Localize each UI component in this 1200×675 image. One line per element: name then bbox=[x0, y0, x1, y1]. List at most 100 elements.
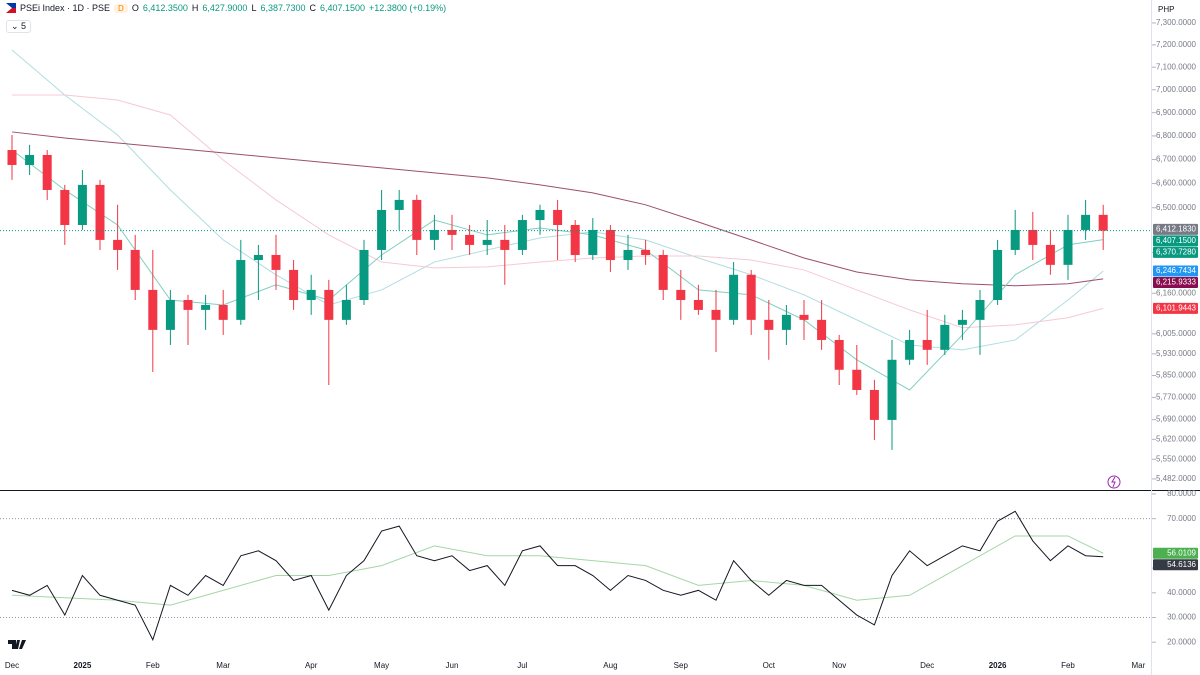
x-tick-label: Mar bbox=[1132, 661, 1146, 670]
x-tick-label: Feb bbox=[1061, 661, 1075, 670]
candle-body bbox=[306, 289, 316, 301]
y-tick-label: 20.0000 bbox=[1167, 637, 1196, 646]
y-tick-label: 5,930.0000 bbox=[1156, 349, 1197, 358]
candle-body bbox=[887, 359, 897, 420]
y-tick-label: 5,770.0000 bbox=[1156, 393, 1197, 402]
candle-body bbox=[1098, 214, 1108, 231]
x-tick-label: Jul bbox=[517, 661, 527, 670]
candle-body bbox=[165, 300, 175, 330]
candle-body bbox=[429, 229, 439, 240]
candle-body bbox=[394, 199, 404, 210]
price-tag-label: 56.0109 bbox=[1167, 548, 1196, 557]
candle-body bbox=[60, 189, 70, 225]
candle-body bbox=[148, 289, 158, 330]
candle-body bbox=[412, 199, 422, 240]
candle-body bbox=[218, 304, 228, 320]
candle-body bbox=[25, 154, 35, 165]
rsi-line bbox=[11, 510, 1104, 642]
candle-body bbox=[359, 249, 369, 301]
moving-average bbox=[12, 94, 1104, 329]
x-tick-label: Apr bbox=[305, 661, 318, 670]
price-tag bbox=[1153, 223, 1198, 235]
candle-body bbox=[42, 154, 52, 190]
candle-body bbox=[77, 184, 87, 225]
candle-body bbox=[975, 300, 985, 320]
candle-body bbox=[271, 254, 281, 270]
y-tick-label: 7,000.0000 bbox=[1156, 85, 1197, 94]
ohlc-label: C bbox=[309, 3, 317, 13]
y-tick-label: 6,700.0000 bbox=[1156, 155, 1197, 164]
y-tick-label: 7,300.0000 bbox=[1156, 18, 1197, 27]
candle-body bbox=[658, 254, 668, 290]
candle-body bbox=[517, 220, 527, 250]
candle-body bbox=[570, 224, 580, 255]
candle-body bbox=[764, 319, 774, 330]
x-tick-label: Aug bbox=[603, 661, 617, 670]
moving-average bbox=[11, 131, 1104, 287]
price-tag bbox=[1153, 265, 1198, 277]
ohlc-value: 6,427.9000 bbox=[202, 3, 248, 13]
interval: 5 bbox=[21, 21, 27, 31]
ohlc-label: H bbox=[191, 3, 199, 13]
candle-body bbox=[993, 249, 1003, 301]
ohlc-label: L bbox=[251, 3, 257, 13]
y-tick-label: 5,620.0000 bbox=[1156, 434, 1197, 443]
candle-body bbox=[834, 339, 844, 370]
candle-body bbox=[201, 304, 211, 310]
candle-body bbox=[588, 229, 598, 255]
y-tick-label: 30.0000 bbox=[1167, 613, 1196, 622]
candle-body bbox=[869, 389, 879, 420]
interval-dropdown[interactable]: ⌄ 5 bbox=[6, 20, 32, 33]
y-tick-label: 6,800.0000 bbox=[1156, 131, 1197, 140]
candle-body bbox=[746, 274, 756, 320]
price-tag bbox=[1153, 246, 1198, 258]
ohlc-value: 6,407.1500 bbox=[320, 3, 366, 13]
candle-body bbox=[1081, 214, 1091, 230]
candle-body bbox=[447, 229, 457, 235]
candle-body bbox=[1045, 244, 1055, 265]
candle-body bbox=[1010, 229, 1020, 250]
lightning-button[interactable] bbox=[1107, 475, 1121, 489]
flag bbox=[6, 3, 16, 13]
candle-body bbox=[1063, 229, 1073, 265]
y-tick-label: 6,900.0000 bbox=[1156, 108, 1197, 117]
price-tag bbox=[1153, 302, 1198, 314]
candle-body bbox=[922, 339, 932, 350]
badge: D bbox=[114, 3, 128, 13]
legend-header: PSEi Index · 1D · PSE D O 6,412.3500 H 6,4… bbox=[6, 3, 446, 13]
x-tick-label: Dec bbox=[920, 661, 934, 670]
price-tag-label: 6,370.7280 bbox=[1156, 248, 1197, 257]
ohlc-value: 6,412.3500 bbox=[142, 3, 188, 13]
y-tick-label: 6,005.0000 bbox=[1156, 329, 1197, 338]
candle-body bbox=[1028, 229, 1038, 245]
candle-body bbox=[130, 249, 140, 290]
price-tag-label: 6,215.9333 bbox=[1156, 278, 1197, 287]
y-tick-label: 6,500.0000 bbox=[1156, 203, 1197, 212]
candle-body bbox=[289, 269, 299, 301]
candle-body bbox=[693, 300, 703, 310]
candle-body bbox=[957, 319, 967, 325]
x-tick-label: Jun bbox=[446, 661, 459, 670]
candle-body bbox=[553, 209, 563, 225]
ohlc-value: 6,387.7300 bbox=[260, 3, 306, 13]
candle-body bbox=[605, 229, 615, 261]
candle-body bbox=[324, 289, 334, 320]
rsi-ma bbox=[11, 535, 1104, 606]
y-tick-label: 80.0000 bbox=[1167, 489, 1196, 498]
candle-body bbox=[236, 260, 246, 320]
candle-body bbox=[465, 234, 475, 245]
candle-body bbox=[641, 249, 651, 255]
price-tag-label: 6,407.1500 bbox=[1156, 236, 1197, 245]
y-tick-label: 5,850.0000 bbox=[1156, 371, 1197, 380]
moving-average bbox=[11, 49, 1104, 351]
x-tick-label: Mar bbox=[216, 661, 230, 670]
symbol: PSEi Index · 1D · PSE bbox=[20, 3, 111, 13]
candle-body bbox=[95, 184, 105, 240]
candle-body bbox=[7, 150, 17, 165]
candle-body bbox=[377, 209, 387, 250]
candle-body bbox=[817, 319, 827, 340]
x-tick-label: Sep bbox=[674, 661, 689, 670]
x-tick-label: Nov bbox=[832, 661, 846, 670]
x-tick-label: Feb bbox=[146, 661, 160, 670]
